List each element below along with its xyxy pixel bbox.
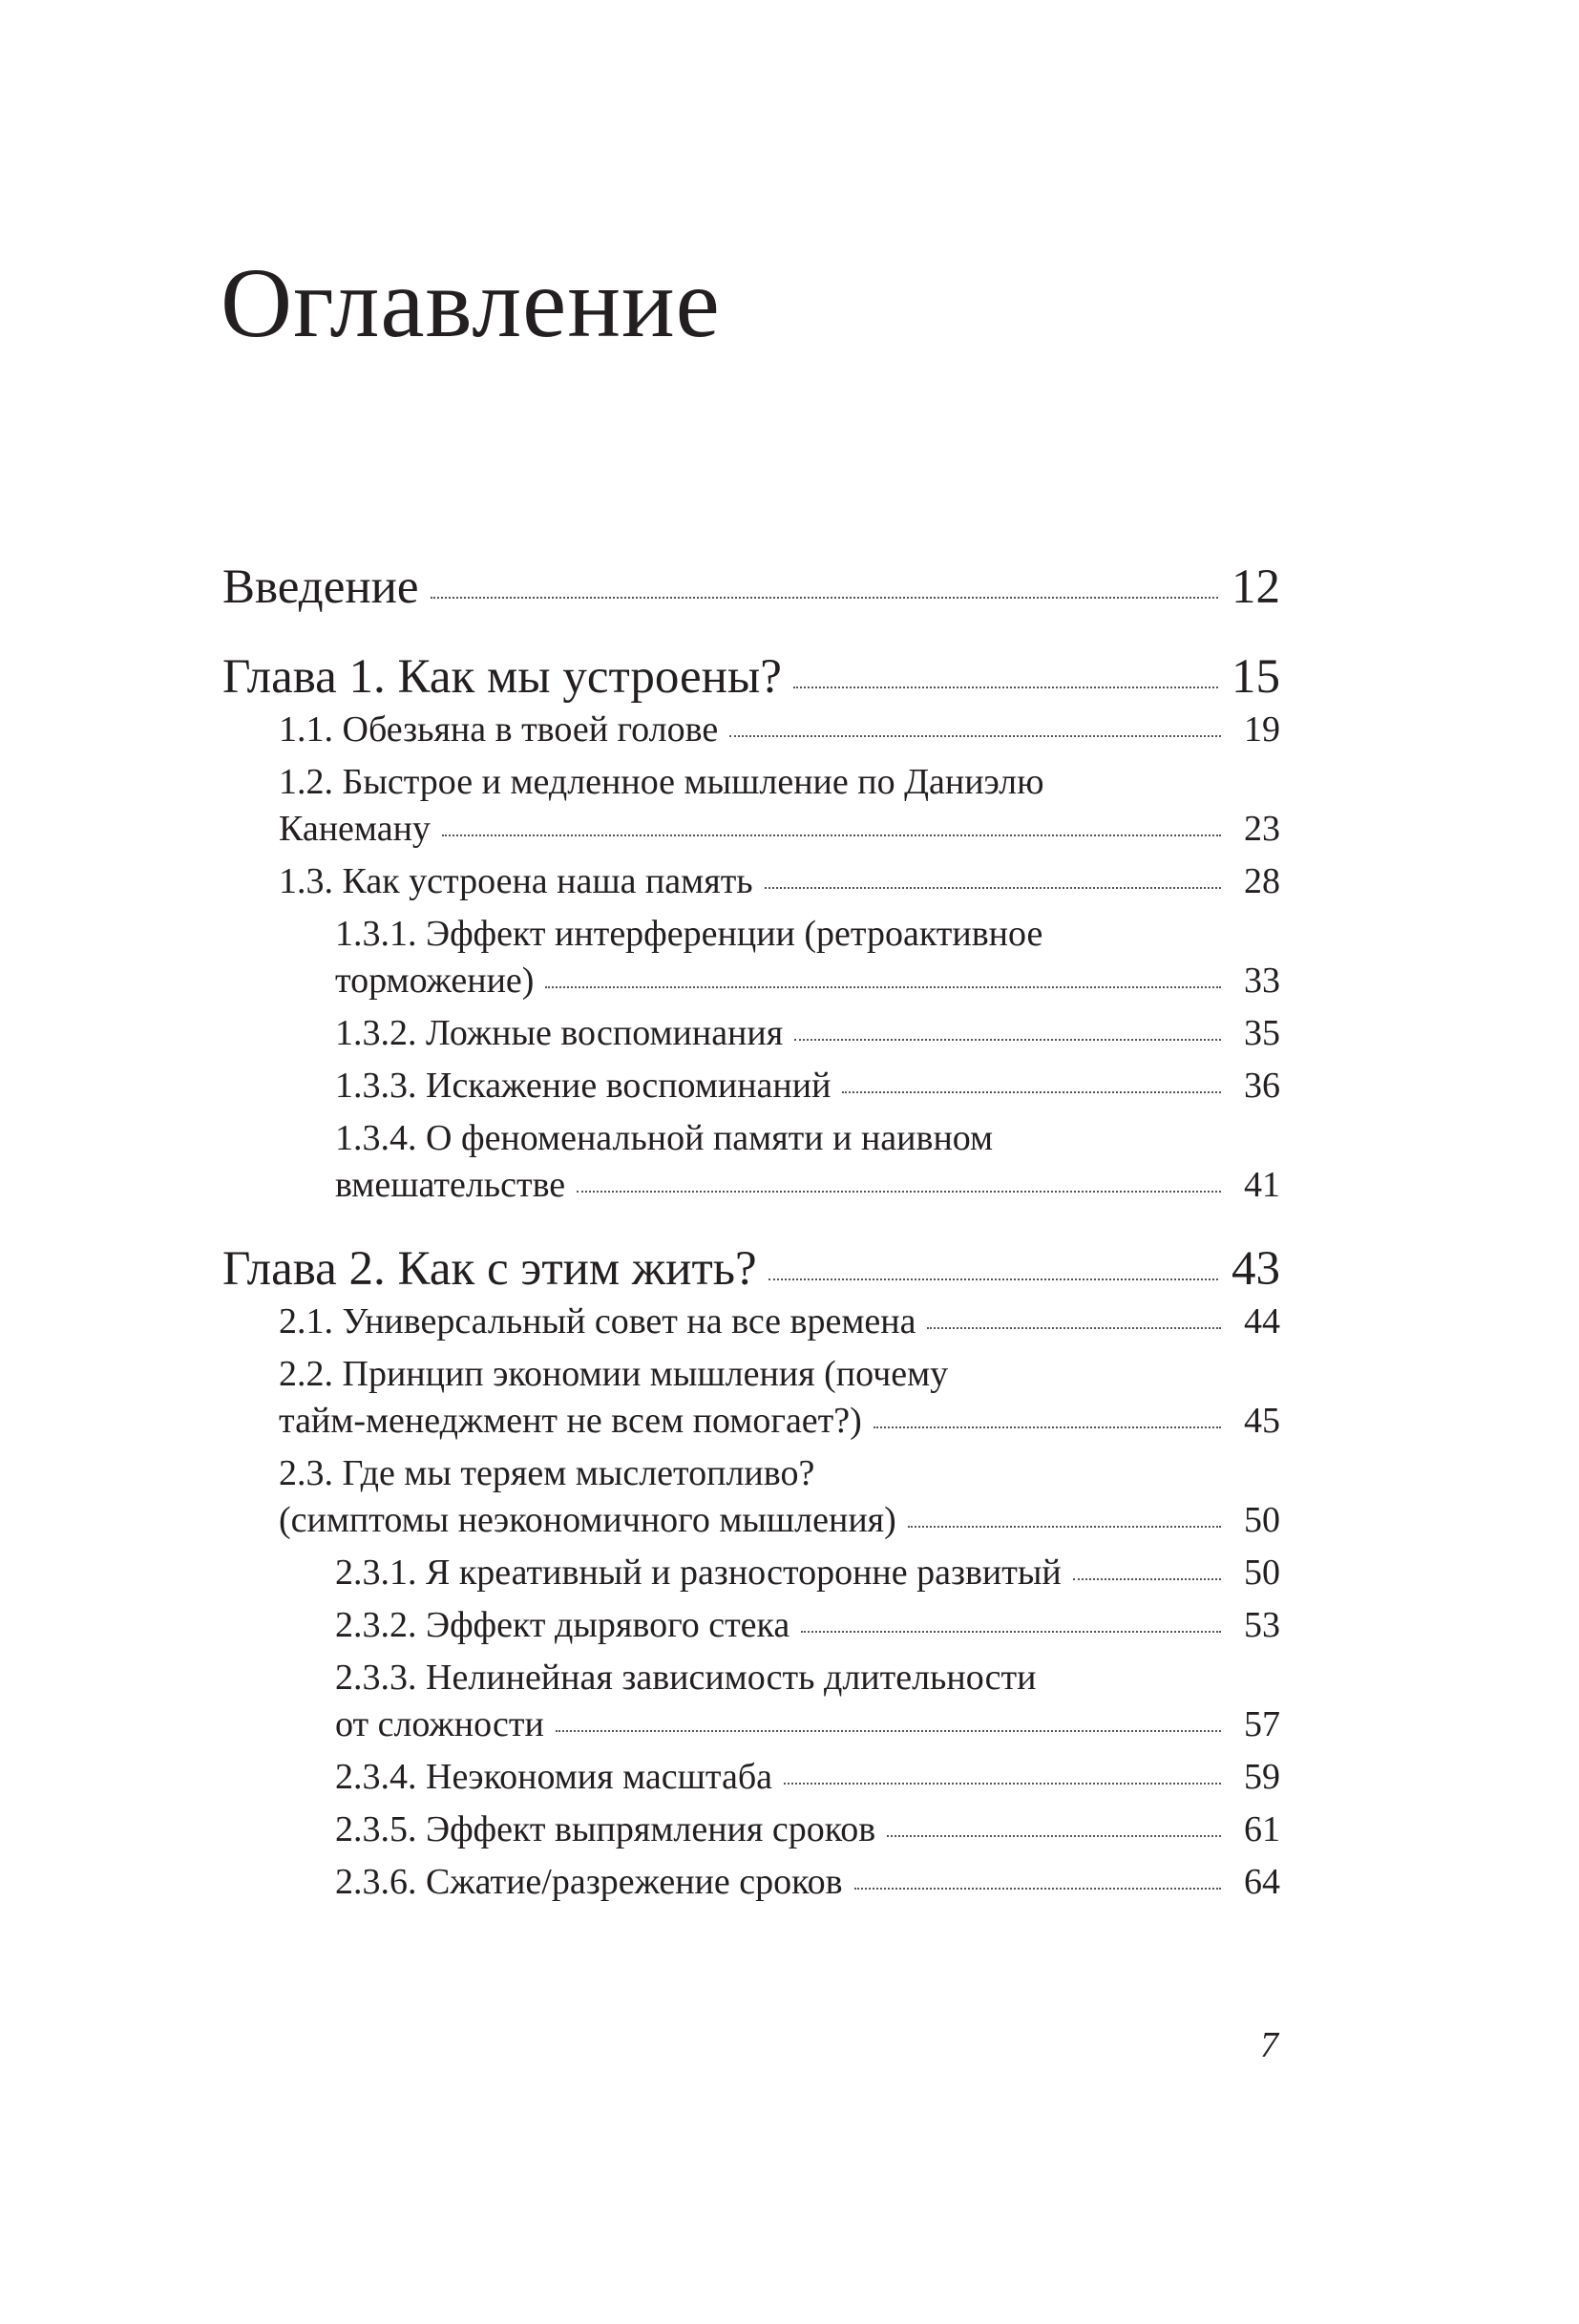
page-title: Оглавление — [221, 248, 721, 358]
entry-page-number: 50 — [1244, 1553, 1280, 1593]
entry-title: Глава 1. Как мы устроены? — [222, 650, 782, 704]
entry-title: 2.3.4. Неэкономия масштаба — [335, 1757, 773, 1797]
entry-title: 2.3.6. Сжатие/разрежение сроков — [335, 1862, 843, 1902]
toc-entry[interactable]: 1.3.4. О феноменальной памяти и наивном в… — [222, 1115, 1280, 1209]
dot-leader — [842, 1091, 1221, 1093]
entry-title-continued: Канеману — [279, 809, 431, 849]
entry-page-number: 45 — [1244, 1401, 1280, 1441]
toc-entry[interactable]: 1.1. Обезьяна в твоей голове 19 — [222, 707, 1280, 753]
dot-leader — [555, 1730, 1221, 1732]
entry-page-number: 43 — [1232, 1242, 1280, 1296]
toc-entry[interactable]: 1.3. Как устроена наша память 28 — [222, 858, 1280, 905]
entry-title: 2.3. Где мы теряем мыслетопливо? — [279, 1453, 815, 1493]
toc-chapter[interactable]: Глава 2. Как с этим жить? 43 — [222, 1239, 1280, 1299]
entry-page-number: 12 — [1232, 560, 1280, 614]
page-number: 7 — [1260, 2025, 1278, 2065]
entry-title-continued: торможение) — [335, 961, 535, 1001]
entry-page-number: 64 — [1244, 1862, 1280, 1902]
entry-page-number: 44 — [1244, 1301, 1280, 1342]
entry-page-number: 53 — [1244, 1605, 1280, 1645]
dot-leader — [801, 1631, 1221, 1633]
entry-page-number: 19 — [1244, 709, 1280, 750]
entry-page-number: 59 — [1244, 1757, 1280, 1797]
entry-page-number: 41 — [1244, 1165, 1280, 1205]
toc-entry[interactable]: 2.1. Универсальный совет на все времена 4… — [222, 1299, 1280, 1345]
entry-page-number: 28 — [1244, 861, 1280, 901]
entry-title-continued: от сложности — [335, 1704, 544, 1744]
entry-page-number: 36 — [1244, 1066, 1280, 1106]
entry-title: 1.1. Обезьяна в твоей голове — [279, 709, 719, 750]
toc-entry[interactable]: 2.2. Принцип экономии мышления (почему та… — [222, 1351, 1280, 1445]
dot-leader — [1072, 1578, 1221, 1580]
entry-title: 2.1. Универсальный совет на все времена — [279, 1301, 916, 1342]
dot-leader — [907, 1526, 1221, 1528]
entry-page-number: 33 — [1244, 961, 1280, 1001]
toc-entry[interactable]: 2.3.6. Сжатие/разрежение сроков 64 — [222, 1859, 1280, 1906]
entry-title: 1.3. Как устроена наша память — [279, 861, 753, 901]
toc-entry[interactable]: 1.3.2. Ложные воспоминания 35 — [222, 1010, 1280, 1057]
dot-leader — [927, 1327, 1221, 1329]
toc-chapter[interactable]: Введение 12 — [222, 558, 1280, 617]
toc-entry[interactable]: 2.3.3. Нелинейная зависимость длительнос… — [222, 1655, 1280, 1748]
entry-title: 2.3.3. Нелинейная зависимость длительнос… — [335, 1658, 1037, 1698]
entry-title: 2.3.5. Эффект выпрямления сроков — [335, 1809, 876, 1849]
dot-leader — [764, 887, 1221, 889]
entry-title: Глава 2. Как с этим жить? — [222, 1242, 757, 1296]
dot-leader — [853, 1888, 1221, 1890]
toc-entry[interactable]: 2.3.5. Эффект выпрямления сроков 61 — [222, 1806, 1280, 1853]
toc-entry[interactable]: 1.3.1. Эффект интерференции (ретроактивн… — [222, 911, 1280, 1004]
entry-title: 2.2. Принцип экономии мышления (почему — [279, 1354, 949, 1394]
entry-title: 1.3.4. О феноменальной памяти и наивном — [335, 1118, 994, 1158]
entry-title-continued: тайм-менеджмент не всем помогает?) — [279, 1401, 862, 1441]
entry-page-number: 61 — [1244, 1809, 1280, 1849]
entry-page-number: 35 — [1244, 1013, 1280, 1053]
entry-title: 2.3.1. Я креативный и разносторонне разв… — [335, 1553, 1062, 1593]
entry-title: 2.3.2. Эффект дырявого стека — [335, 1605, 790, 1645]
entry-title-continued: (симптомы неэкономичного мышления) — [279, 1500, 896, 1540]
toc-entry[interactable]: 1.3.3. Искажение воспоминаний 36 — [222, 1063, 1280, 1109]
toc-chapter[interactable]: Глава 1. Как мы устроены? 15 — [222, 647, 1280, 707]
entry-title: 1.2. Быстрое и медленное мышление по Дан… — [279, 762, 1044, 802]
dot-leader — [792, 687, 1218, 688]
entry-title: Введение — [222, 560, 419, 614]
entry-title: 1.3.1. Эффект интерференции (ретроактивн… — [335, 914, 1043, 954]
toc-entry[interactable]: 2.3.4. Неэкономия масштаба 59 — [222, 1754, 1280, 1801]
toc-entry[interactable]: 2.3.1. Я креативный и разносторонне разв… — [222, 1550, 1280, 1596]
toc-entry[interactable]: 1.2. Быстрое и медленное мышление по Дан… — [222, 759, 1280, 853]
dot-leader — [441, 835, 1221, 836]
entry-page-number: 57 — [1244, 1704, 1280, 1744]
dot-leader — [729, 735, 1221, 737]
toc-entry[interactable]: 2.3. Где мы теряем мыслетопливо? (симптом… — [222, 1450, 1280, 1544]
entry-page-number: 15 — [1232, 650, 1280, 704]
entry-title: 1.3.2. Ложные воспоминания — [335, 1013, 784, 1053]
dot-leader — [545, 986, 1221, 988]
table-of-contents: Введение 12 Глава 1. Как мы устроены? 15 1.1… — [222, 558, 1280, 1912]
dot-leader — [768, 1278, 1218, 1280]
dot-leader — [430, 597, 1218, 599]
dot-leader — [794, 1039, 1221, 1041]
toc-entry[interactable]: 2.3.2. Эффект дырявого стека 53 — [222, 1602, 1280, 1649]
dot-leader — [887, 1835, 1221, 1837]
entry-page-number: 50 — [1244, 1500, 1280, 1540]
entry-title-continued: вмешательстве — [335, 1165, 566, 1205]
dot-leader — [784, 1783, 1221, 1785]
dot-leader — [577, 1191, 1221, 1193]
entry-page-number: 23 — [1244, 809, 1280, 849]
dot-leader — [873, 1426, 1221, 1428]
entry-title: 1.3.3. Искажение воспоминаний — [335, 1066, 832, 1106]
